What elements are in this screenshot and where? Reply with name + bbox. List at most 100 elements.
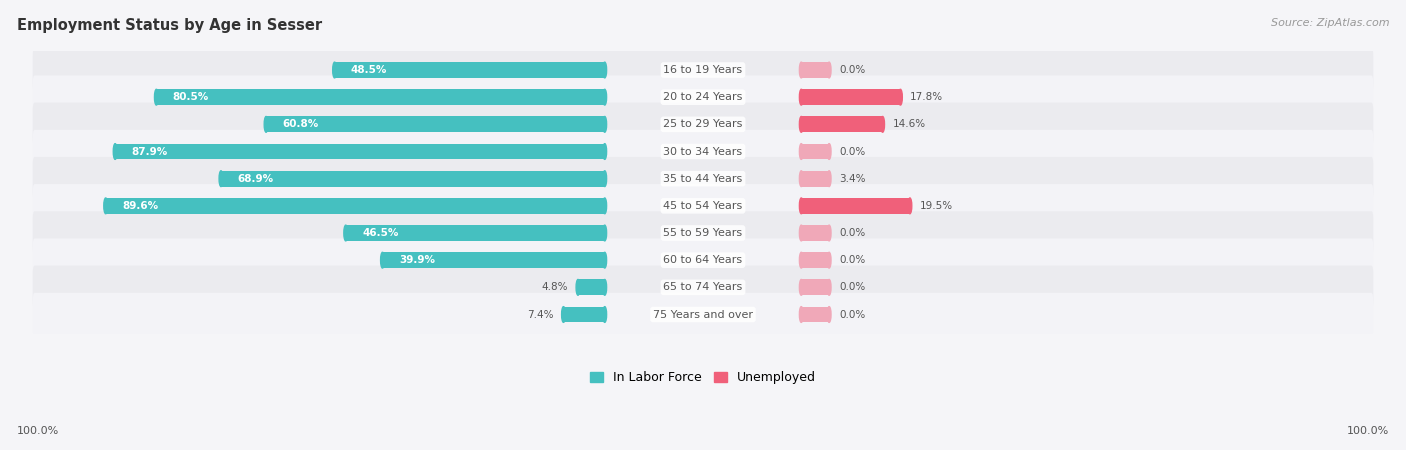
Circle shape — [603, 225, 606, 241]
Circle shape — [576, 279, 579, 295]
Bar — [156, 89, 605, 105]
Text: Source: ZipAtlas.com: Source: ZipAtlas.com — [1271, 18, 1389, 28]
Bar — [564, 306, 605, 322]
Circle shape — [827, 252, 831, 268]
Legend: In Labor Force, Unemployed: In Labor Force, Unemployed — [585, 366, 821, 389]
Bar — [801, 198, 910, 214]
Circle shape — [827, 306, 831, 322]
Circle shape — [800, 225, 803, 241]
Text: 25 to 29 Years: 25 to 29 Years — [664, 119, 742, 129]
Bar — [801, 62, 830, 78]
Circle shape — [800, 117, 803, 132]
Text: 48.5%: 48.5% — [352, 65, 387, 75]
Text: 3.4%: 3.4% — [839, 174, 866, 184]
Circle shape — [603, 198, 606, 214]
Circle shape — [381, 252, 384, 268]
Circle shape — [603, 252, 606, 268]
Bar — [335, 62, 605, 78]
Bar — [801, 279, 830, 295]
Text: 80.5%: 80.5% — [173, 92, 209, 102]
Circle shape — [827, 62, 831, 78]
Text: 87.9%: 87.9% — [132, 147, 167, 157]
Text: 0.0%: 0.0% — [839, 282, 865, 292]
Circle shape — [219, 171, 224, 187]
Circle shape — [603, 306, 606, 322]
Circle shape — [344, 225, 347, 241]
Circle shape — [800, 198, 803, 214]
Text: 89.6%: 89.6% — [122, 201, 159, 211]
Bar — [578, 279, 605, 295]
Text: 100.0%: 100.0% — [1347, 427, 1389, 436]
FancyBboxPatch shape — [32, 76, 1374, 119]
Circle shape — [898, 89, 903, 105]
Text: 16 to 19 Years: 16 to 19 Years — [664, 65, 742, 75]
Circle shape — [104, 198, 108, 214]
Text: 30 to 34 Years: 30 to 34 Years — [664, 147, 742, 157]
FancyBboxPatch shape — [32, 103, 1374, 146]
Text: 60 to 64 Years: 60 to 64 Years — [664, 255, 742, 265]
FancyBboxPatch shape — [32, 212, 1374, 255]
Text: 4.8%: 4.8% — [541, 282, 568, 292]
FancyBboxPatch shape — [32, 184, 1374, 228]
Text: 0.0%: 0.0% — [839, 310, 865, 320]
Bar — [801, 144, 830, 159]
Text: 17.8%: 17.8% — [910, 92, 943, 102]
Circle shape — [800, 252, 803, 268]
Text: 0.0%: 0.0% — [839, 228, 865, 238]
Text: 39.9%: 39.9% — [399, 255, 434, 265]
Circle shape — [114, 144, 117, 159]
Text: 65 to 74 Years: 65 to 74 Years — [664, 282, 742, 292]
Text: 0.0%: 0.0% — [839, 65, 865, 75]
Text: 55 to 59 Years: 55 to 59 Years — [664, 228, 742, 238]
Bar — [801, 89, 900, 105]
Circle shape — [827, 144, 831, 159]
Bar — [801, 117, 883, 132]
Circle shape — [603, 279, 606, 295]
Circle shape — [603, 62, 606, 78]
Bar — [346, 225, 605, 241]
Text: 7.4%: 7.4% — [527, 310, 554, 320]
Circle shape — [827, 171, 831, 187]
Bar — [801, 225, 830, 241]
Circle shape — [800, 89, 803, 105]
Text: 0.0%: 0.0% — [839, 147, 865, 157]
Circle shape — [603, 144, 606, 159]
Circle shape — [603, 117, 606, 132]
Text: 68.9%: 68.9% — [238, 174, 274, 184]
FancyBboxPatch shape — [32, 293, 1374, 336]
Text: Employment Status by Age in Sesser: Employment Status by Age in Sesser — [17, 18, 322, 33]
Text: 14.6%: 14.6% — [893, 119, 925, 129]
FancyBboxPatch shape — [32, 266, 1374, 309]
FancyBboxPatch shape — [32, 238, 1374, 282]
FancyBboxPatch shape — [32, 130, 1374, 173]
Text: 46.5%: 46.5% — [363, 228, 398, 238]
Text: 100.0%: 100.0% — [17, 427, 59, 436]
FancyBboxPatch shape — [32, 48, 1374, 92]
Text: 35 to 44 Years: 35 to 44 Years — [664, 174, 742, 184]
Circle shape — [333, 62, 336, 78]
Text: 20 to 24 Years: 20 to 24 Years — [664, 92, 742, 102]
Circle shape — [800, 144, 803, 159]
Bar — [801, 252, 830, 268]
Bar — [105, 198, 605, 214]
Circle shape — [827, 279, 831, 295]
Bar — [266, 117, 605, 132]
Circle shape — [827, 225, 831, 241]
Text: 0.0%: 0.0% — [839, 255, 865, 265]
Bar — [801, 171, 830, 187]
Bar — [221, 171, 605, 187]
Circle shape — [603, 171, 606, 187]
Circle shape — [800, 62, 803, 78]
Circle shape — [603, 89, 606, 105]
Bar — [801, 306, 830, 322]
Text: 45 to 54 Years: 45 to 54 Years — [664, 201, 742, 211]
FancyBboxPatch shape — [32, 157, 1374, 200]
Circle shape — [908, 198, 912, 214]
Circle shape — [800, 279, 803, 295]
Circle shape — [800, 306, 803, 322]
Circle shape — [561, 306, 565, 322]
Text: 75 Years and over: 75 Years and over — [652, 310, 754, 320]
Circle shape — [800, 171, 803, 187]
Text: 60.8%: 60.8% — [283, 119, 319, 129]
Bar — [115, 144, 605, 159]
